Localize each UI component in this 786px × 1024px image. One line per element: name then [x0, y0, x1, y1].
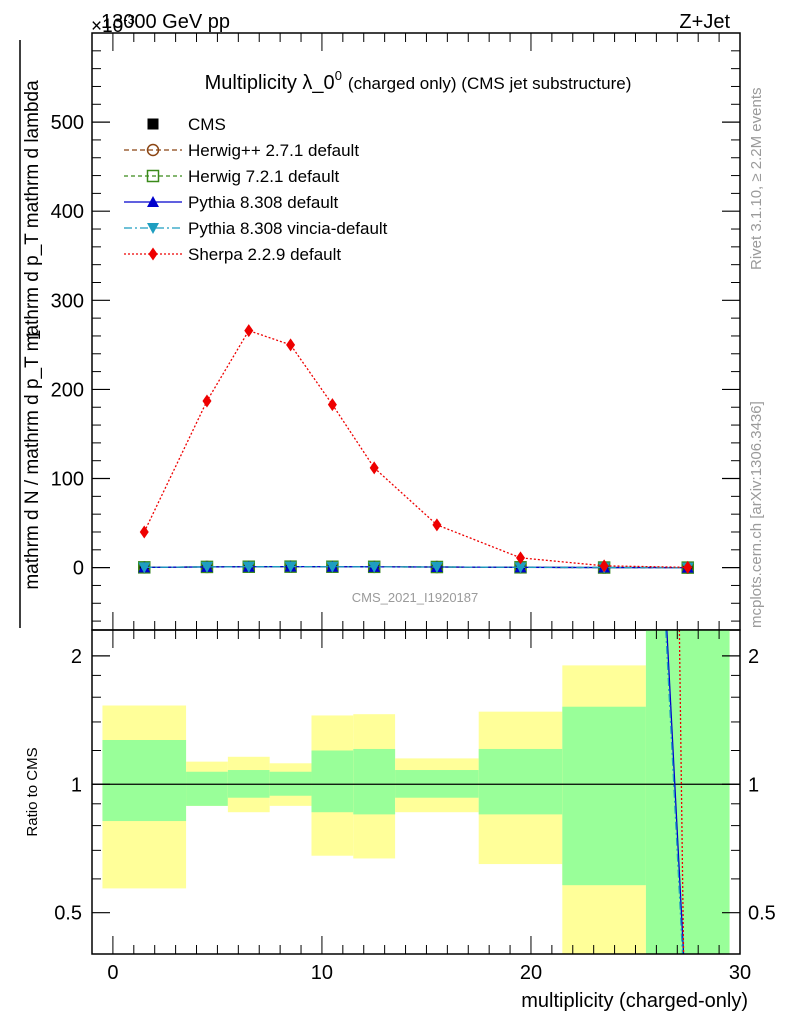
main-ytick-label: 500 — [51, 112, 84, 134]
data-point-vincia — [242, 561, 255, 573]
multiplier-power: -3 — [123, 12, 135, 27]
legend-marker-herwigpp — [146, 143, 160, 157]
main-y-axis-label: 1 — [24, 330, 45, 341]
ratio-plot-frame — [91, 629, 741, 955]
svg-text:Ratio to CMS: Ratio to CMS — [24, 747, 41, 836]
analysis-watermark: CMS_2021_I1920187 — [352, 590, 479, 605]
legend-label-herwigpp: Herwig++ 2.7.1 default — [188, 141, 359, 160]
x-tick-label: 10 — [311, 962, 333, 984]
legend-marker-cms — [147, 118, 159, 130]
ratio-ytick-label: 2 — [71, 646, 82, 668]
svg-text:mcplots.cern.ch [arXiv:1306.34: mcplots.cern.ch [arXiv:1306.3436] — [748, 401, 765, 628]
main-ytick-label: 100 — [51, 469, 84, 491]
band-inner — [562, 706, 646, 886]
ratio-uncertainty-bands — [102, 630, 730, 954]
ratio-ytick-label: 1 — [71, 774, 82, 796]
band-inner — [645, 630, 730, 954]
data-point-sherpa — [683, 560, 693, 574]
legend-marker-sherpa — [148, 247, 158, 261]
band-inner — [102, 740, 187, 822]
data-point-vincia — [138, 562, 151, 574]
main-ytick-label: 300 — [51, 290, 84, 312]
ratio-ytick-label-right: 0.5 — [748, 903, 776, 925]
data-point-sherpa — [139, 525, 149, 539]
x-tick-label: 30 — [729, 962, 751, 984]
chart-title: Multiplicity λ_00 (charged only) (CMS jet… — [205, 68, 632, 94]
legend-marker-vincia — [147, 223, 159, 234]
main-series-group — [138, 324, 694, 574]
x-tick-label: 0 — [107, 962, 118, 984]
title-suffix: (charged only) (CMS jet substructure) — [348, 74, 631, 93]
x-tick-label: 20 — [520, 962, 542, 984]
side-label-top: Rivet 3.1.10, ≥ 2.2M events — [748, 88, 765, 271]
data-point-sherpa — [599, 559, 609, 573]
legend-marker-herwig7 — [146, 169, 160, 183]
data-point-sherpa — [516, 551, 526, 565]
legend-label-herwig7: Herwig 7.2.1 default — [188, 167, 339, 186]
data-point-sherpa — [286, 338, 296, 352]
data-point-vincia — [514, 562, 527, 574]
band-inner — [478, 748, 563, 815]
header-left-label: 13000 GeV pp — [101, 11, 230, 33]
y-label-denominator: mathrm d N / mathrm d p_T mathrm d p_T m… — [22, 80, 43, 590]
data-point-sherpa — [244, 324, 254, 338]
ratio-series-group — [92, 629, 740, 955]
main-ytick-label: 0 — [73, 558, 84, 580]
legend: CMS Herwig++ 2.7.1 default Herwig 7.2.1 de… — [124, 115, 388, 264]
data-point-sherpa — [432, 518, 442, 532]
ratio-ytick-label-right: 1 — [748, 774, 759, 796]
band-inner — [353, 748, 396, 815]
ratio-ytick-label-right: 2 — [748, 646, 759, 668]
main-axis-ticks: 0 100 200 300 400 500 — [51, 33, 741, 630]
band-inner — [186, 771, 228, 806]
main-ytick-label: 200 — [51, 379, 84, 401]
ratio-line-vincia — [665, 629, 684, 955]
series-line-sherpa — [143, 329, 688, 569]
y-label-numerator: 1 — [24, 330, 45, 341]
ratio-axis-ticks: 0.5 0.51 12 20 10 20 30 — [54, 630, 776, 984]
legend-label-pythia: Pythia 8.308 default — [188, 193, 339, 212]
data-point-vincia — [326, 561, 339, 573]
header-right-label: Z+Jet — [679, 11, 730, 33]
data-point-vincia — [368, 561, 381, 573]
data-point-sherpa — [202, 394, 212, 408]
title-main: Multiplicity λ_0 — [205, 72, 335, 94]
ratio-ytick-label: 0.5 — [54, 903, 82, 925]
band-inner — [311, 750, 354, 813]
legend-label-vincia: Pythia 8.308 vincia-default — [188, 219, 388, 238]
main-ytick-label: 400 — [51, 201, 84, 223]
main-y-axis-label-2: mathrm d N / mathrm d p_T mathrm d p_T m… — [22, 80, 43, 590]
data-point-vincia — [284, 561, 297, 573]
ratio-line-pythia — [666, 629, 685, 955]
data-point-vincia — [200, 561, 213, 573]
legend-label-cms: CMS — [188, 115, 226, 134]
ratio-y-axis-label: Ratio to CMS — [24, 747, 41, 836]
data-point-sherpa — [327, 398, 337, 412]
data-point-sherpa — [369, 461, 379, 475]
series-line-vincia — [144, 565, 688, 569]
multiplier-base: ×10 — [91, 16, 123, 37]
svg-text:Rivet 3.1.10, ≥ 2.2M events: Rivet 3.1.10, ≥ 2.2M events — [748, 88, 765, 271]
legend-marker-pythia — [147, 196, 159, 207]
legend-label-sherpa: Sherpa 2.2.9 default — [188, 245, 341, 264]
side-label-bottom: mcplots.cern.ch [arXiv:1306.3436] — [748, 401, 765, 628]
title-sup: 0 — [335, 68, 342, 83]
x-axis-label: multiplicity (charged-only) — [521, 990, 748, 1012]
data-point-vincia — [430, 562, 443, 574]
y-axis-multiplier: ×10-3 — [91, 12, 135, 37]
